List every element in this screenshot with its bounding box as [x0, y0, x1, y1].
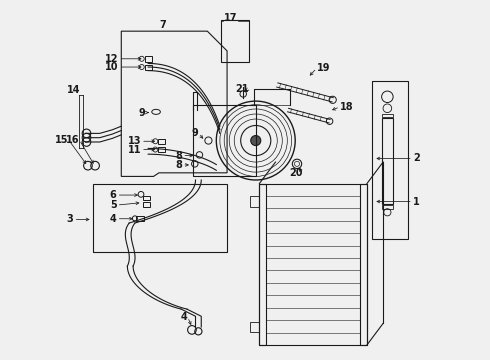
Text: 4: 4: [110, 214, 117, 224]
Bar: [372, 81, 408, 239]
Bar: [259, 184, 367, 345]
Bar: [158, 139, 166, 144]
Bar: [382, 114, 393, 117]
Text: 8: 8: [175, 150, 182, 161]
Bar: [145, 56, 152, 62]
Text: 7: 7: [159, 20, 166, 30]
Text: 12: 12: [105, 54, 119, 64]
Text: 21: 21: [235, 84, 248, 94]
Bar: [193, 105, 256, 176]
Bar: [361, 184, 367, 345]
Bar: [136, 216, 144, 221]
Bar: [145, 64, 152, 70]
Text: 2: 2: [413, 153, 419, 163]
Text: 11: 11: [127, 144, 141, 154]
Text: 14: 14: [67, 85, 80, 95]
Bar: [220, 21, 248, 62]
Text: 1: 1: [413, 197, 419, 207]
Bar: [143, 202, 150, 207]
Text: 10: 10: [105, 62, 119, 72]
Bar: [382, 118, 393, 204]
Bar: [158, 147, 166, 152]
Bar: [143, 196, 150, 201]
Text: 9: 9: [139, 108, 146, 118]
Text: 5: 5: [110, 200, 117, 210]
Circle shape: [251, 135, 261, 145]
Text: 4: 4: [181, 312, 188, 322]
Text: 8: 8: [175, 160, 182, 170]
Text: 17: 17: [224, 13, 238, 23]
Bar: [382, 205, 393, 210]
Text: 16: 16: [66, 135, 79, 145]
Bar: [250, 321, 259, 332]
Text: 18: 18: [340, 102, 354, 112]
Text: 19: 19: [317, 63, 330, 73]
Text: 6: 6: [110, 190, 117, 200]
Text: 13: 13: [127, 136, 141, 146]
Text: 15: 15: [55, 135, 69, 145]
Bar: [250, 196, 259, 207]
Text: 3: 3: [67, 215, 74, 224]
Text: 20: 20: [289, 168, 302, 178]
Text: 9: 9: [192, 129, 198, 138]
Bar: [259, 184, 266, 345]
